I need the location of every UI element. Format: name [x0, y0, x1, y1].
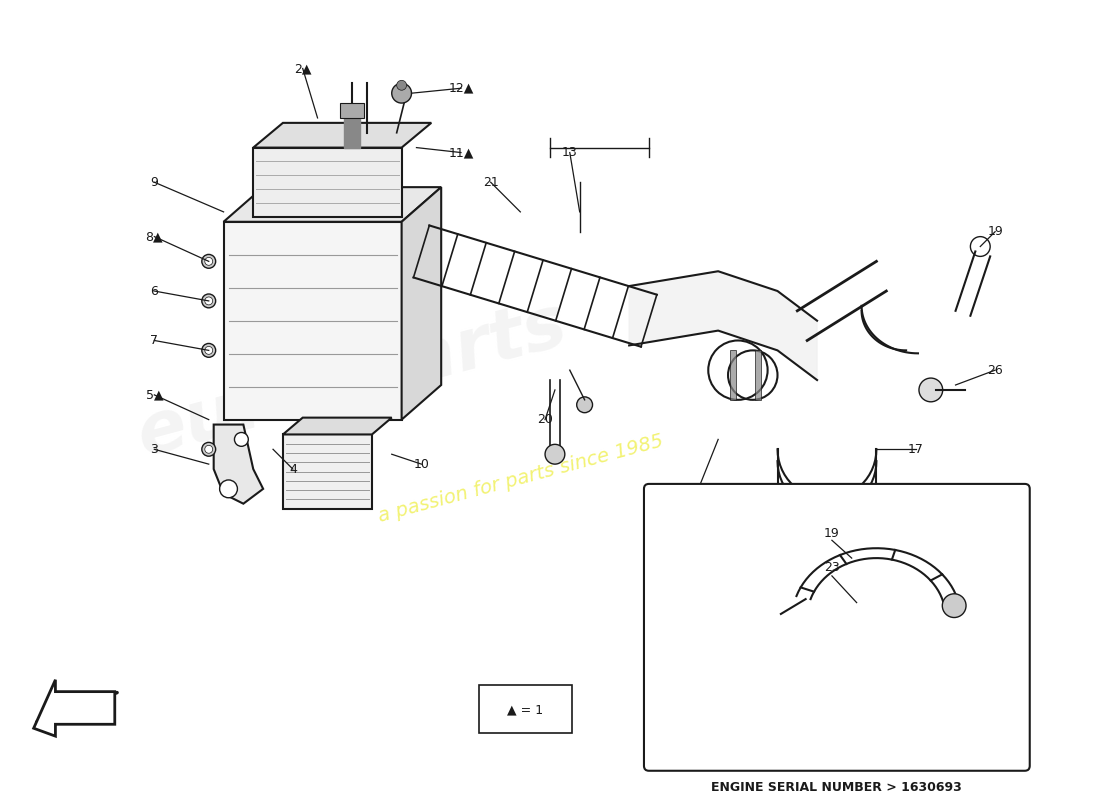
- Circle shape: [918, 378, 943, 402]
- Text: 5▲: 5▲: [145, 388, 163, 402]
- Circle shape: [201, 254, 216, 268]
- Text: 2▲: 2▲: [294, 62, 311, 75]
- Text: 23: 23: [824, 562, 839, 574]
- Text: ENGINE SERIAL NUMBER > 1630693: ENGINE SERIAL NUMBER > 1630693: [712, 781, 962, 794]
- Circle shape: [397, 80, 407, 90]
- Circle shape: [576, 397, 593, 413]
- Circle shape: [234, 433, 249, 446]
- Polygon shape: [34, 680, 114, 736]
- Text: 19: 19: [824, 527, 839, 540]
- Text: 26: 26: [987, 364, 1003, 377]
- Circle shape: [546, 444, 564, 464]
- Polygon shape: [253, 147, 402, 217]
- Text: 6: 6: [151, 285, 158, 298]
- Text: a passion for parts since 1985: a passion for parts since 1985: [375, 432, 666, 526]
- Circle shape: [205, 258, 212, 266]
- Text: 9: 9: [151, 176, 158, 189]
- Text: 16: 16: [691, 482, 706, 495]
- Text: 4: 4: [289, 462, 297, 475]
- Polygon shape: [213, 425, 263, 504]
- Bar: [340, 103, 364, 118]
- Polygon shape: [283, 418, 392, 434]
- Circle shape: [205, 297, 212, 305]
- Text: 21: 21: [483, 176, 498, 189]
- Bar: [344, 113, 360, 147]
- Polygon shape: [253, 123, 431, 147]
- Polygon shape: [223, 222, 402, 420]
- Text: ▲ = 1: ▲ = 1: [507, 703, 543, 716]
- Circle shape: [943, 594, 966, 618]
- Text: 11▲: 11▲: [449, 146, 474, 159]
- FancyBboxPatch shape: [644, 484, 1030, 770]
- Text: eurosparts: eurosparts: [130, 290, 574, 470]
- Circle shape: [201, 294, 216, 308]
- Polygon shape: [283, 434, 372, 509]
- Polygon shape: [402, 187, 441, 420]
- Circle shape: [205, 446, 212, 454]
- Circle shape: [392, 83, 411, 103]
- Text: 20: 20: [537, 413, 553, 426]
- Text: 8▲: 8▲: [145, 230, 163, 243]
- Circle shape: [201, 442, 216, 456]
- Text: 10: 10: [414, 458, 429, 470]
- Circle shape: [201, 343, 216, 358]
- Text: 13: 13: [562, 146, 578, 159]
- Bar: [730, 350, 736, 400]
- FancyBboxPatch shape: [478, 685, 572, 733]
- Circle shape: [220, 480, 238, 498]
- Text: 7: 7: [151, 334, 158, 347]
- Circle shape: [205, 346, 212, 354]
- Text: 19: 19: [987, 225, 1003, 238]
- Text: 3: 3: [151, 442, 158, 456]
- Text: 17: 17: [909, 442, 924, 456]
- Text: 12▲: 12▲: [449, 82, 474, 94]
- Polygon shape: [629, 271, 817, 380]
- Bar: [755, 350, 761, 400]
- Polygon shape: [223, 187, 441, 222]
